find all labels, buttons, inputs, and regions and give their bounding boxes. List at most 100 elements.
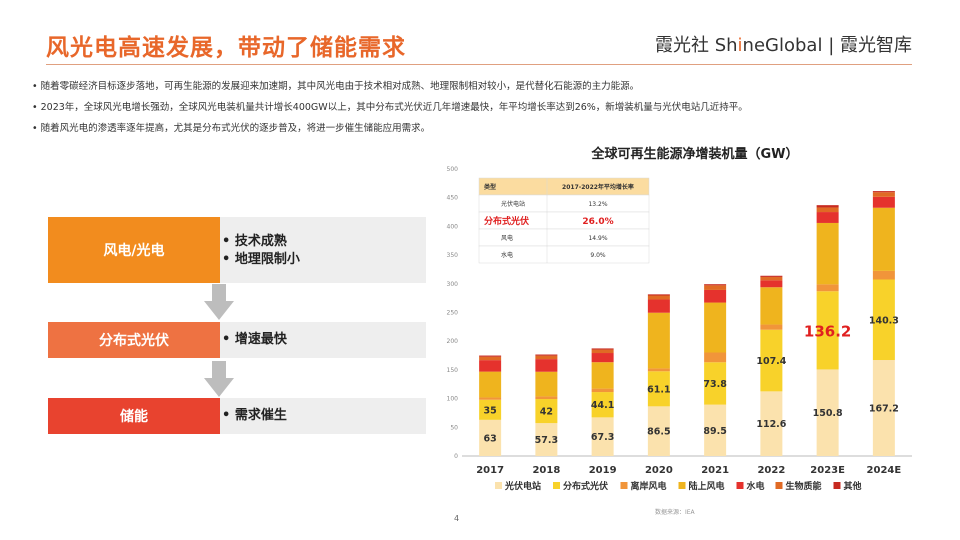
y-tick-label: 150 xyxy=(447,367,459,374)
data-label: 61.1 xyxy=(647,384,670,395)
bar-segment xyxy=(591,349,614,354)
data-label: 57.3 xyxy=(535,435,558,446)
bar-segment xyxy=(535,423,558,456)
bar-segment xyxy=(591,362,614,389)
bar-segment xyxy=(816,284,839,292)
bullet-list: 随着零碳经济目标逐步落地，可再生能源的发展迎来加速期，其中风光电由于技术相对成熟… xyxy=(32,76,932,139)
bar-segment xyxy=(479,397,502,400)
brand-name-en-a: Sh xyxy=(714,35,738,56)
bar-segment xyxy=(479,356,502,361)
bar-segment xyxy=(872,360,895,456)
legend-swatch xyxy=(495,482,502,489)
growth-table-cell: 风电 xyxy=(501,234,513,242)
growth-table-row-bg xyxy=(478,245,650,264)
growth-table-cell: 水电 xyxy=(501,251,513,259)
data-label: 73.8 xyxy=(703,379,727,390)
data-label: 42 xyxy=(540,407,553,418)
page-number: 4 xyxy=(454,514,460,523)
y-tick-label: 200 xyxy=(447,338,459,345)
bar-segment xyxy=(647,368,670,372)
brand-name-cn: 霞光社 xyxy=(654,35,709,56)
bar-segment xyxy=(591,417,614,456)
data-label: 63 xyxy=(484,433,497,444)
bar-segment xyxy=(872,207,895,271)
y-tick-label: 100 xyxy=(447,396,459,403)
bar-segment xyxy=(647,295,670,300)
bar-segment xyxy=(647,371,670,407)
y-tick-label: 350 xyxy=(447,252,459,259)
bar-segment xyxy=(816,207,839,213)
bar-segment xyxy=(479,371,502,398)
brand-separator: | xyxy=(828,35,835,56)
legend-label: 光伏电站 xyxy=(504,480,541,492)
growth-table-cell: 9.0% xyxy=(590,252,606,259)
bar-segment xyxy=(479,399,502,420)
y-tick-label: 0 xyxy=(454,453,458,460)
growth-table-header: 类型 xyxy=(484,183,496,191)
x-tick-label: 2018 xyxy=(532,465,560,476)
y-tick-label: 50 xyxy=(450,424,458,431)
flow-point: 需求催生 xyxy=(222,407,287,425)
y-tick-label: 500 xyxy=(447,166,459,173)
flow-box-wind-solar: 风电/光电 xyxy=(48,217,220,283)
bar-segment xyxy=(535,359,558,372)
installed-capacity-chart: 0 50 100 150 200 250 300 350 400 450 500 63 35 2017 57… xyxy=(447,166,912,492)
flow-points-distributed-pv: 增速最快 xyxy=(222,331,287,349)
bar-segment xyxy=(816,222,839,285)
bar-segment xyxy=(535,399,558,424)
bar-segment xyxy=(872,192,895,197)
data-label: 35 xyxy=(484,405,497,416)
data-source: 数据来源：IEA xyxy=(655,509,695,516)
flow-point: 技术成熟 xyxy=(222,233,300,251)
bar-segment xyxy=(479,360,502,372)
bar-segment xyxy=(479,419,502,456)
flow-point: 地理限制小 xyxy=(222,251,300,269)
growth-table-cell: 14.9% xyxy=(588,235,607,242)
bar-segment xyxy=(647,312,670,369)
legend-swatch xyxy=(775,482,783,489)
bar-segment xyxy=(760,324,783,330)
x-tick-label: 2019 xyxy=(589,465,617,476)
bar-segment xyxy=(704,362,727,405)
bar-segment xyxy=(872,196,895,208)
data-label: 150.8 xyxy=(813,408,843,419)
bar-segment xyxy=(816,291,839,370)
brand-name-right: 霞光智库 xyxy=(840,35,912,56)
brand-name-en-b: neGlobal xyxy=(742,35,823,56)
bar-segment xyxy=(760,275,783,277)
flow-points-wind-solar: 技术成熟 地理限制小 xyxy=(222,233,300,269)
flow-point: 增速最快 xyxy=(222,331,287,349)
x-tick-label: 2022 xyxy=(757,465,785,476)
growth-table-cell: 分布式光伏 xyxy=(484,215,529,227)
bar-segment xyxy=(647,294,670,296)
y-tick-label: 300 xyxy=(447,281,459,288)
bullet-item: 随着风光电的渗透率逐年提高，尤其是分布式光伏的逐步普及，将进一步催生储能应用需求… xyxy=(32,118,932,139)
legend-swatch xyxy=(736,482,744,489)
x-tick-label: 2023E xyxy=(810,465,845,476)
legend-label: 其他 xyxy=(844,480,862,492)
data-label: 67.3 xyxy=(591,432,614,443)
bar-segment xyxy=(704,285,727,290)
bar-segment xyxy=(535,354,558,356)
down-arrow-icon xyxy=(204,284,234,320)
bar-segment xyxy=(591,353,614,363)
bar-segment xyxy=(760,276,783,281)
flow-box-storage: 储能 xyxy=(48,398,220,434)
brand-name-en-i: i xyxy=(737,35,743,56)
bar-segment xyxy=(647,406,670,456)
bar-segment xyxy=(760,280,783,288)
y-tick-label: 450 xyxy=(447,195,459,202)
legend-label: 陆上风电 xyxy=(689,480,725,492)
bar-segment xyxy=(704,352,727,363)
bar-segment xyxy=(591,348,614,350)
bar-segment xyxy=(535,371,558,397)
header-divider xyxy=(46,64,912,65)
bar-segment xyxy=(872,270,895,280)
bar-segment xyxy=(591,392,614,418)
bar-segment xyxy=(816,212,839,223)
x-tick-label: 2024E xyxy=(867,465,902,476)
flow-box-distributed-pv: 分布式光伏 xyxy=(48,322,220,358)
bar-segment xyxy=(479,355,502,357)
legend-label: 生物质能 xyxy=(786,480,822,492)
chart-title: 全球可再生能源净增装机量（GW） xyxy=(591,147,799,162)
